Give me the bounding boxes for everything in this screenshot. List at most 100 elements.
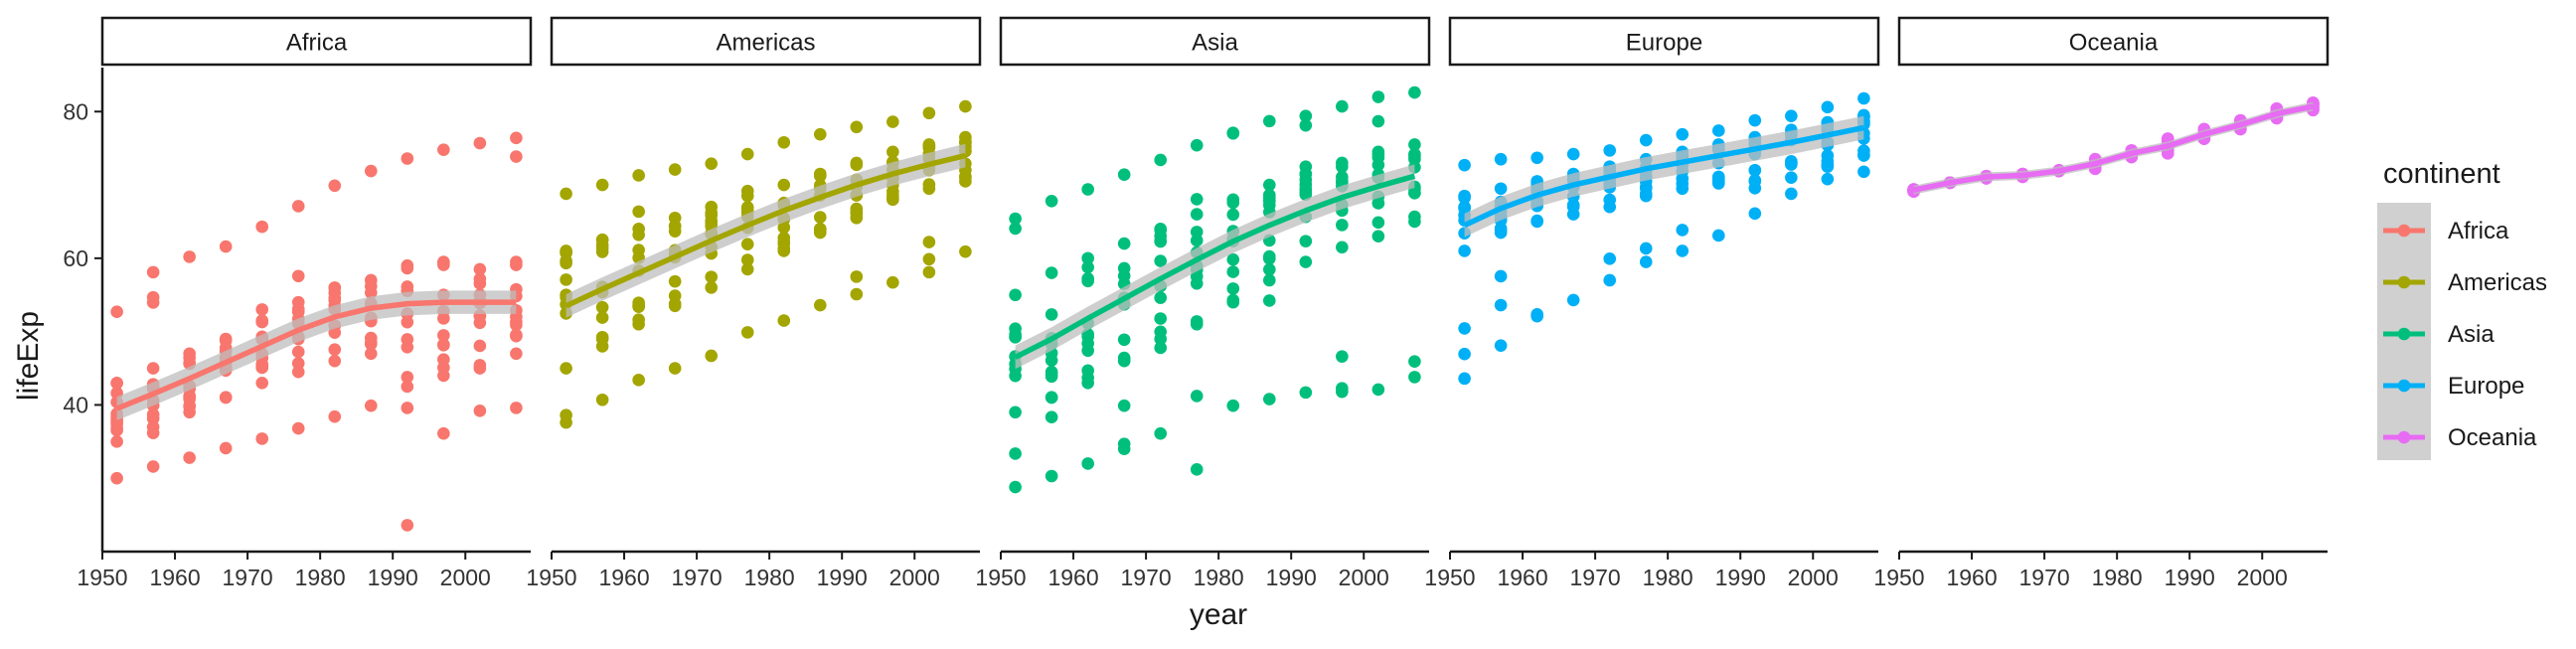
facet-strip-label: Oceania	[2069, 30, 2159, 57]
data-point	[1336, 382, 1349, 395]
data-point	[1785, 187, 1798, 201]
data-point	[1857, 144, 1870, 157]
x-tick-label: 1950	[975, 565, 1026, 590]
x-tick-label: 1990	[2165, 565, 2215, 590]
data-point	[473, 339, 487, 353]
data-point	[1226, 208, 1240, 222]
data-point	[1081, 371, 1094, 385]
data-point	[1458, 158, 1471, 172]
data-point	[1530, 214, 1543, 228]
y-tick-label: 80	[63, 98, 88, 124]
data-point	[813, 127, 827, 141]
data-point	[1336, 160, 1349, 174]
data-point	[401, 333, 414, 346]
data-point	[1603, 252, 1617, 265]
x-tick-label: 1980	[2092, 565, 2143, 590]
data-point	[255, 376, 269, 390]
data-point	[401, 371, 414, 384]
data-point	[1009, 328, 1022, 341]
x-tick-label: 1970	[1121, 565, 1172, 590]
data-point	[1748, 163, 1762, 177]
data-point	[560, 245, 572, 258]
data-point	[110, 305, 123, 319]
data-point	[705, 281, 719, 294]
data-point	[1154, 291, 1168, 304]
data-point	[959, 175, 972, 188]
confidence-band	[565, 143, 966, 318]
data-point	[437, 353, 450, 367]
x-tick-label: 1980	[295, 565, 346, 590]
data-point	[1639, 187, 1653, 201]
data-point	[1408, 371, 1421, 384]
data-point	[291, 345, 305, 359]
data-point	[1045, 266, 1058, 279]
data-point	[1458, 191, 1471, 205]
data-point	[110, 435, 123, 448]
confidence-band	[1913, 101, 2314, 195]
data-point	[1336, 170, 1349, 184]
data-point	[1299, 160, 1313, 173]
axis-titles: year lifeExp	[12, 311, 1247, 631]
data-point	[740, 262, 754, 276]
data-point	[1299, 255, 1313, 268]
data-point	[473, 359, 487, 372]
data-point	[401, 402, 414, 414]
data-point	[922, 252, 936, 266]
data-point	[328, 343, 342, 357]
data-point	[1603, 144, 1617, 157]
x-tick-label: 1980	[1194, 565, 1244, 590]
x-tick-label: 1990	[1266, 565, 1317, 590]
data-point	[146, 411, 160, 425]
x-tick-label: 1950	[526, 565, 576, 590]
data-point	[291, 357, 305, 370]
data-point	[364, 286, 378, 299]
data-point	[560, 254, 572, 267]
data-point	[668, 362, 682, 375]
data-point	[668, 225, 682, 238]
data-point	[595, 300, 609, 314]
x-tick-label: 1970	[672, 565, 723, 590]
data-point	[401, 315, 414, 329]
data-point	[1009, 288, 1022, 302]
confidence-band	[1464, 115, 1864, 238]
data-point	[560, 408, 572, 422]
data-point	[668, 274, 682, 288]
data-point	[1045, 354, 1058, 367]
legend-item-label: Europe	[2448, 373, 2524, 400]
data-point	[1117, 237, 1131, 250]
data-point	[1190, 208, 1204, 221]
data-point	[1262, 273, 1276, 287]
data-point	[632, 205, 645, 219]
facet-strip	[999, 16, 1431, 67]
data-point	[668, 289, 682, 302]
data-point	[1009, 369, 1022, 383]
data-point	[510, 402, 523, 414]
data-point	[1117, 333, 1131, 347]
data-point	[146, 290, 160, 304]
data-point	[146, 265, 160, 279]
data-point	[1785, 171, 1798, 184]
data-point	[1226, 196, 1240, 210]
y-axis: 40 60 80	[63, 68, 104, 552]
x-axis-title: year	[1190, 598, 1247, 631]
data-point	[1117, 437, 1131, 450]
data-point	[1494, 152, 1508, 166]
data-point	[1045, 410, 1058, 424]
data-point	[1711, 229, 1725, 243]
data-point	[364, 336, 378, 349]
data-point	[1857, 91, 1870, 105]
data-point	[1117, 261, 1131, 275]
y-axis-title: lifeExp	[12, 311, 45, 401]
data-point	[1262, 393, 1276, 406]
data-point	[473, 405, 487, 417]
data-point	[740, 326, 754, 339]
data-point	[1262, 251, 1276, 265]
facet-strip-label: Africa	[286, 30, 348, 57]
data-point	[1408, 355, 1421, 368]
legend-key-point	[2397, 327, 2411, 341]
data-point	[922, 106, 936, 120]
x-tick-label: 1990	[368, 565, 418, 590]
data-point	[1117, 399, 1131, 412]
data-point	[850, 270, 864, 283]
facet-panel-asia: Asia 1950 1960 1970 1980 1990 2000	[975, 16, 1431, 590]
